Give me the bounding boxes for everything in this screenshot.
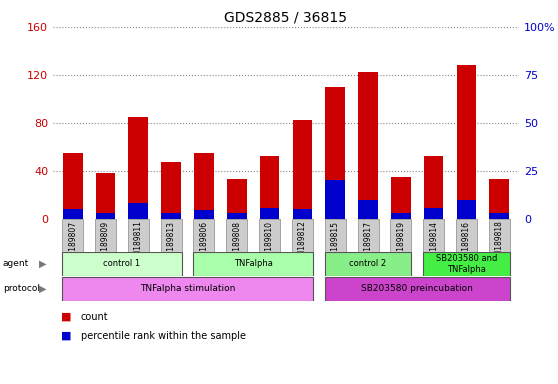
Text: GSM189813: GSM189813	[167, 220, 176, 266]
Bar	[358, 200, 378, 219]
Bar	[325, 277, 510, 301]
Text: GSM189815: GSM189815	[331, 220, 340, 266]
Bar	[194, 219, 214, 252]
Bar	[325, 87, 345, 219]
Bar	[63, 209, 83, 219]
Text: GSM189809: GSM189809	[101, 220, 110, 266]
Bar	[62, 252, 182, 276]
Bar	[423, 219, 444, 252]
Bar	[194, 210, 214, 219]
Text: ■: ■	[61, 331, 72, 341]
Bar	[292, 209, 312, 219]
Bar	[95, 213, 116, 219]
Text: SB203580 and
TNFalpha: SB203580 and TNFalpha	[436, 254, 497, 274]
Bar	[62, 277, 313, 301]
Bar	[95, 219, 116, 252]
Text: GSM189811: GSM189811	[134, 220, 143, 266]
Text: TNFalpha stimulation: TNFalpha stimulation	[140, 285, 235, 293]
Text: control 2: control 2	[349, 260, 387, 268]
Bar	[226, 219, 247, 252]
Bar	[128, 219, 149, 252]
Text: GSM189818: GSM189818	[495, 220, 504, 266]
Bar	[423, 252, 510, 276]
Bar	[325, 180, 345, 219]
Bar	[424, 208, 444, 219]
Bar	[391, 177, 411, 219]
Text: ▶: ▶	[39, 284, 46, 294]
Text: agent: agent	[3, 260, 29, 268]
Bar	[227, 213, 247, 219]
Bar	[63, 153, 83, 219]
Text: percentile rank within the sample: percentile rank within the sample	[81, 331, 246, 341]
Text: GSM189810: GSM189810	[265, 220, 274, 266]
Bar	[489, 213, 509, 219]
Text: GSM189806: GSM189806	[199, 220, 209, 266]
Bar	[62, 219, 83, 252]
Bar	[259, 219, 280, 252]
Bar	[194, 252, 313, 276]
Bar	[424, 157, 444, 219]
Bar	[161, 219, 182, 252]
Bar	[456, 65, 477, 219]
Bar	[292, 219, 313, 252]
Bar	[95, 173, 116, 219]
Text: control 1: control 1	[103, 260, 141, 268]
Text: count: count	[81, 312, 109, 322]
Bar	[325, 252, 411, 276]
Bar	[456, 200, 477, 219]
Bar	[128, 117, 148, 219]
Bar	[358, 219, 378, 252]
Text: SB203580 preincubation: SB203580 preincubation	[361, 285, 473, 293]
Bar	[391, 213, 411, 219]
Bar	[489, 179, 509, 219]
Text: TNFalpha: TNFalpha	[234, 260, 273, 268]
Text: GSM189816: GSM189816	[462, 220, 471, 266]
Bar	[194, 153, 214, 219]
Text: GSM189819: GSM189819	[396, 220, 405, 266]
Title: GDS2885 / 36815: GDS2885 / 36815	[224, 10, 348, 24]
Bar	[259, 157, 280, 219]
Text: GSM189814: GSM189814	[429, 220, 438, 266]
Bar	[161, 162, 181, 219]
Bar	[456, 219, 477, 252]
Text: ■: ■	[61, 312, 72, 322]
Bar	[325, 219, 346, 252]
Text: GSM189812: GSM189812	[298, 220, 307, 266]
Bar	[227, 179, 247, 219]
Text: ▶: ▶	[39, 259, 46, 269]
Bar	[358, 73, 378, 219]
Bar	[390, 219, 411, 252]
Text: GSM189807: GSM189807	[68, 220, 77, 266]
Bar	[489, 219, 510, 252]
Text: GSM189808: GSM189808	[232, 220, 241, 266]
Bar	[128, 203, 148, 219]
Bar	[292, 121, 312, 219]
Text: protocol: protocol	[3, 285, 40, 293]
Bar	[161, 213, 181, 219]
Bar	[259, 208, 280, 219]
Text: GSM189817: GSM189817	[363, 220, 373, 266]
